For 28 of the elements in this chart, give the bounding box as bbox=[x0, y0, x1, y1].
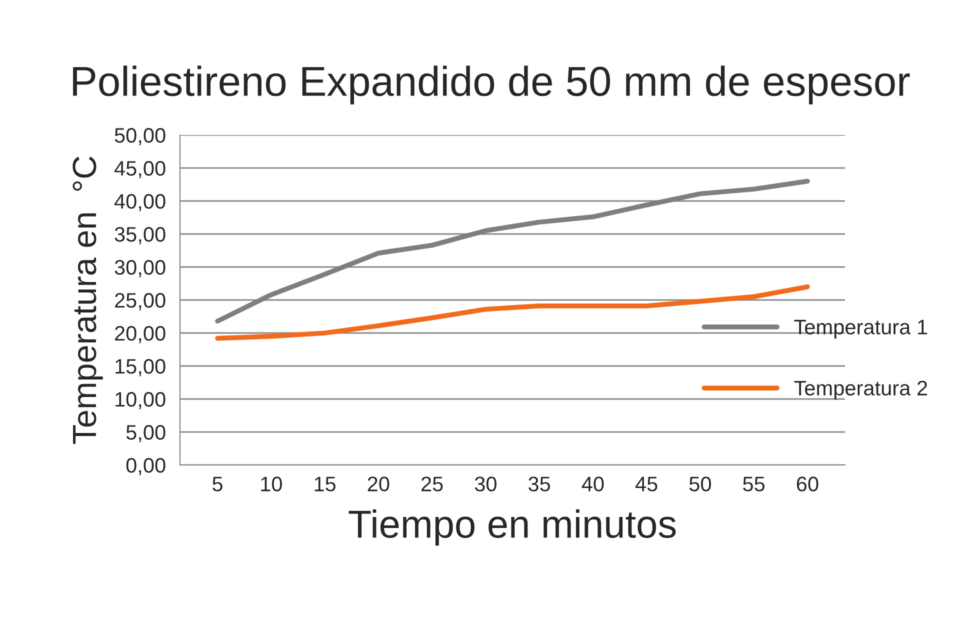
y-tick-label: 50,00 bbox=[114, 128, 166, 146]
y-tick-label: 20,00 bbox=[115, 326, 166, 344]
x-tick-label: 35 bbox=[528, 476, 550, 492]
x-tick-label: 50 bbox=[689, 476, 711, 492]
x-tick-label: 30 bbox=[474, 476, 496, 492]
y-tick-label: 10,00 bbox=[116, 392, 166, 410]
x-tick-label: 40 bbox=[582, 476, 604, 492]
y-tick-label: 45,00 bbox=[114, 161, 166, 178]
x-axis-title: Tiempo en minutos bbox=[348, 509, 676, 546]
x-tick-label: 25 bbox=[422, 476, 443, 492]
legend-label: Temperatura 1 bbox=[794, 320, 928, 339]
x-tick-label: 45 bbox=[635, 476, 658, 492]
x-tick-label: 10 bbox=[261, 476, 282, 492]
x-tick-label: 20 bbox=[368, 476, 390, 492]
y-tick-label: 40,00 bbox=[114, 194, 166, 212]
y-tick-label: 0,00 bbox=[126, 458, 166, 476]
y-tick-label: 5,00 bbox=[126, 425, 166, 442]
y-tick-label: 30,00 bbox=[114, 260, 166, 278]
y-tick-label: 15,00 bbox=[116, 359, 166, 376]
x-tick-label: 55 bbox=[743, 476, 765, 492]
x-tick-label: 15 bbox=[314, 476, 336, 492]
y-tick-label: 25,00 bbox=[115, 293, 166, 310]
chart-title: Poliestireno Expandido de 50 mm de espesor bbox=[73, 66, 910, 104]
x-tick-label: 5 bbox=[212, 476, 222, 492]
y-tick-label: 35,00 bbox=[114, 227, 166, 244]
legend-label: Temperatura 2 bbox=[794, 380, 928, 400]
x-tick-label: 60 bbox=[796, 476, 818, 492]
y-axis-title: Temperatura en °C bbox=[72, 156, 103, 444]
